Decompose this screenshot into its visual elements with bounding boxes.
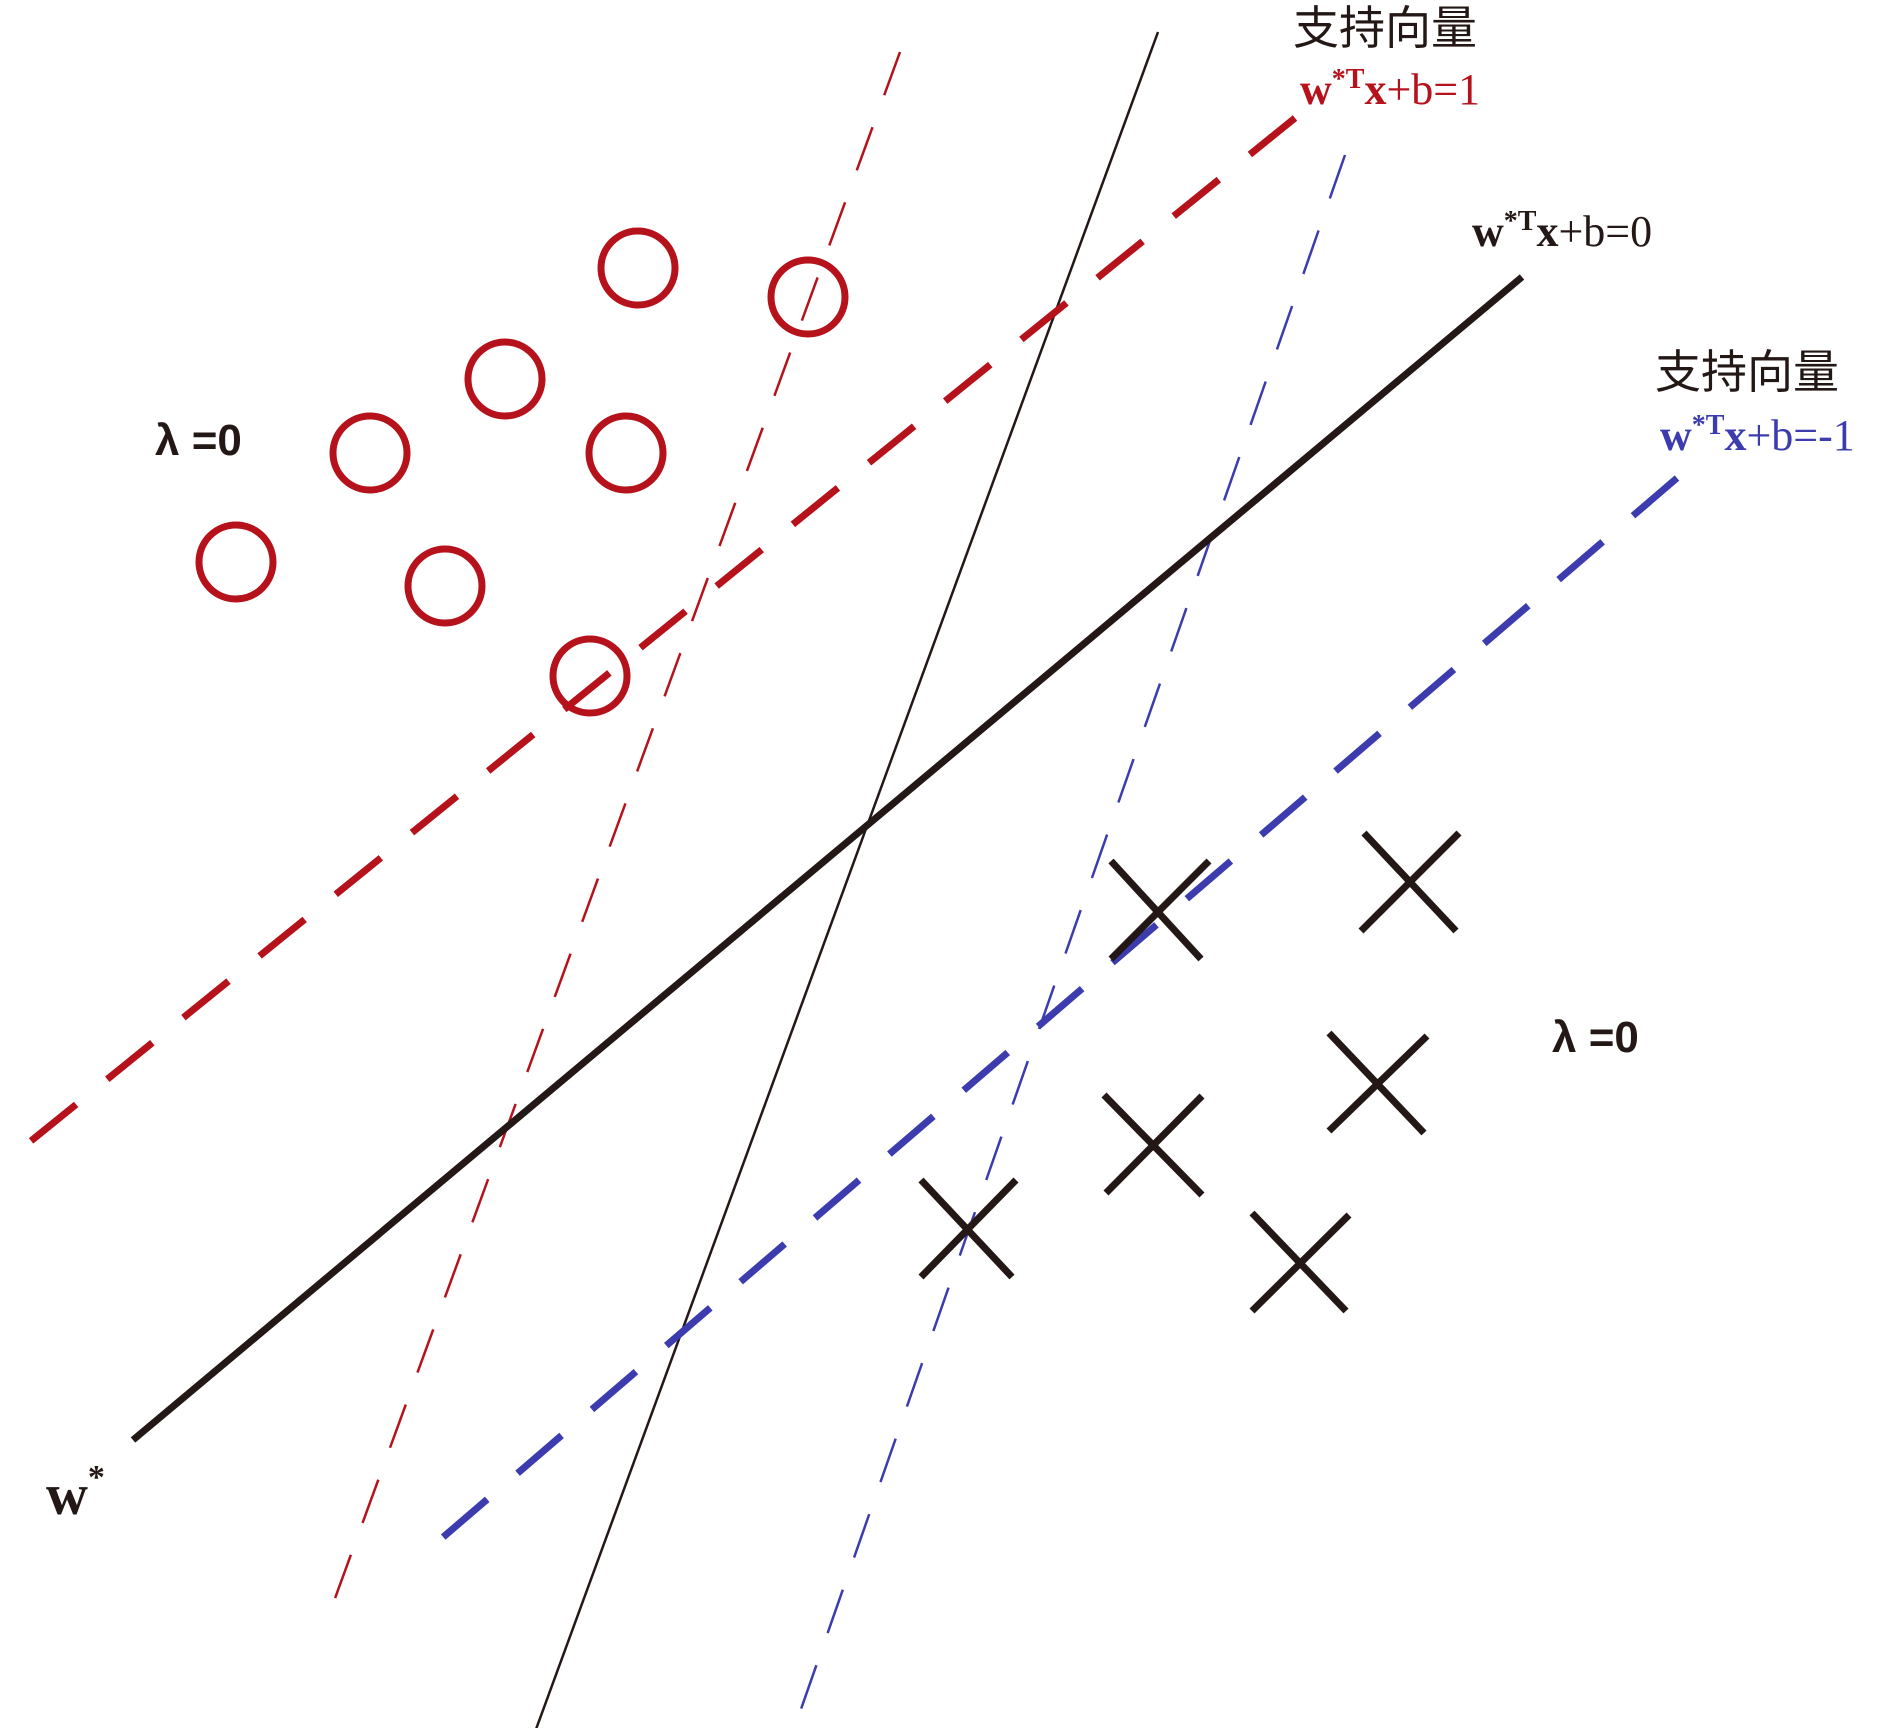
circle-point xyxy=(585,412,667,494)
circle-point xyxy=(767,256,849,338)
negative-margin-equation: w*Tx+b=-1 xyxy=(1660,410,1855,460)
circle-point xyxy=(195,521,277,603)
circle-point xyxy=(404,545,486,627)
cross-point xyxy=(1249,1210,1352,1314)
lambda-label-right: λ =0 xyxy=(1552,1013,1639,1062)
circle-point xyxy=(549,635,631,717)
support-vector-label-right: 支持向量 xyxy=(1655,345,1839,399)
positive-class-points xyxy=(195,227,849,717)
negative-class-points xyxy=(918,830,1462,1314)
circle-point xyxy=(329,412,411,494)
cross-point xyxy=(1101,1092,1205,1198)
optimal-hyperplane-line xyxy=(130,274,1525,1443)
positive-margin-equation: w*Tx+b=1 xyxy=(1300,64,1480,114)
circle-point xyxy=(597,227,679,309)
lambda-label-left: λ =0 xyxy=(155,416,242,465)
cross-point xyxy=(918,1177,1019,1280)
cross-point xyxy=(1108,858,1212,962)
alt-positive-margin-line xyxy=(328,51,902,1613)
alt-negative-margin-line xyxy=(798,154,1347,1713)
cross-point xyxy=(1358,830,1462,934)
negative-margin-line xyxy=(417,475,1680,1560)
support-vector-label-top: 支持向量 xyxy=(1293,1,1477,55)
cross-point xyxy=(1326,1030,1430,1136)
w-star-label: w* xyxy=(46,1459,105,1527)
hyperplane-equation: w*Tx+b=0 xyxy=(1472,206,1652,256)
circle-point xyxy=(464,338,546,420)
positive-margin-line xyxy=(2,115,1298,1165)
